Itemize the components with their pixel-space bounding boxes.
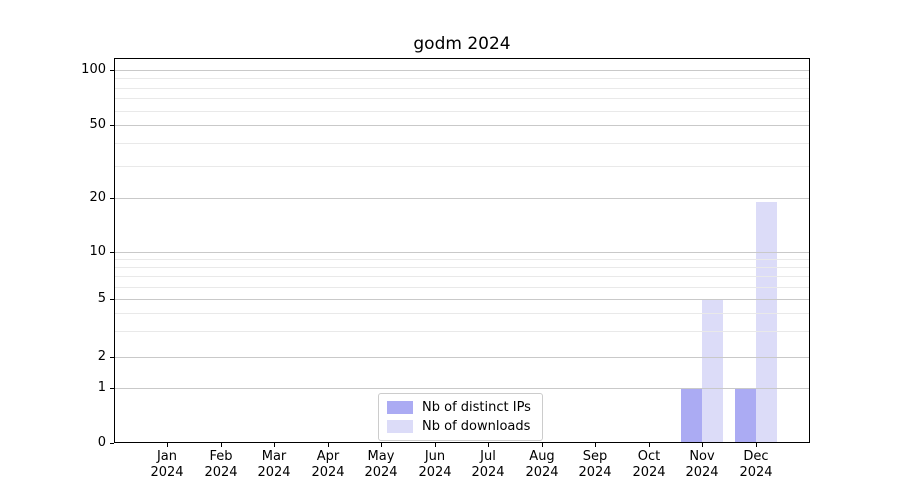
minor-gridline-3	[115, 331, 809, 332]
minor-gridline-40	[115, 143, 809, 144]
legend-row-distinct-ips: Nb of distinct IPs	[387, 399, 534, 416]
minor-gridline-9	[115, 259, 809, 260]
legend-swatch-downloads	[387, 420, 413, 433]
major-gridline-10	[115, 252, 809, 253]
major-gridline-1	[115, 388, 809, 389]
major-gridline-100	[115, 70, 809, 71]
x-tick-mark-sep	[595, 443, 596, 447]
y-tick-label-20: 20	[89, 190, 106, 205]
x-tick-label-sep: Sep 2024	[578, 449, 612, 480]
x-tick-mark-aug	[542, 443, 543, 447]
y-tick-mark-1	[110, 388, 114, 389]
x-tick-label-jun: Jun 2024	[418, 449, 452, 480]
minor-gridline-6	[115, 287, 809, 288]
x-tick-label-apr: Apr 2024	[311, 449, 345, 480]
minor-gridline-4	[115, 313, 809, 314]
y-tick-mark-20	[110, 198, 114, 199]
minor-gridline-80	[115, 88, 809, 89]
minor-gridline-30	[115, 166, 809, 167]
bar-downloads-nov	[702, 299, 723, 442]
x-tick-label-feb: Feb 2024	[204, 449, 238, 480]
x-tick-label-may: May 2024	[364, 449, 398, 480]
x-tick-label-mar: Mar 2024	[257, 449, 291, 480]
x-tick-label-dec: Dec 2024	[739, 449, 773, 480]
legend: Nb of distinct IPs Nb of downloads	[378, 393, 543, 441]
x-tick-mark-oct	[649, 443, 650, 447]
bar-downloads-dec	[755, 202, 777, 442]
x-tick-mark-may	[381, 443, 382, 447]
x-tick-mark-dec	[756, 443, 757, 447]
x-tick-mark-jul	[488, 443, 489, 447]
major-gridline-5	[115, 299, 809, 300]
y-tick-label-50: 50	[89, 117, 106, 132]
y-tick-mark-2	[110, 357, 114, 358]
y-tick-mark-10	[110, 252, 114, 253]
x-tick-label-jul: Jul 2024	[471, 449, 505, 480]
major-gridline-50	[115, 125, 809, 126]
minor-gridline-90	[115, 78, 809, 79]
major-gridline-20	[115, 198, 809, 199]
x-tick-mark-feb	[221, 443, 222, 447]
x-tick-mark-apr	[328, 443, 329, 447]
x-tick-label-nov: Nov 2024	[685, 449, 719, 480]
minor-gridline-60	[115, 111, 809, 112]
x-tick-mark-nov	[702, 443, 703, 447]
y-tick-label-1: 1	[97, 380, 106, 395]
bar-distinct-ips-dec	[734, 388, 756, 442]
x-tick-label-aug: Aug 2024	[525, 449, 559, 480]
y-tick-mark-5	[110, 299, 114, 300]
x-tick-label-jan: Jan 2024	[150, 449, 184, 480]
y-tick-label-5: 5	[97, 291, 106, 306]
y-tick-mark-50	[110, 125, 114, 126]
x-tick-label-oct: Oct 2024	[632, 449, 666, 480]
bar-distinct-ips-nov	[681, 388, 702, 442]
y-tick-mark-100	[110, 70, 114, 71]
minor-gridline-8	[115, 267, 809, 268]
legend-swatch-distinct-ips	[387, 401, 413, 414]
legend-row-downloads: Nb of downloads	[387, 418, 534, 435]
y-tick-label-0: 0	[97, 435, 106, 450]
y-tick-mark-0	[110, 443, 114, 444]
chart-title: godm 2024	[413, 34, 511, 54]
minor-gridline-70	[115, 98, 809, 99]
y-tick-label-2: 2	[97, 349, 106, 364]
legend-label-downloads: Nb of downloads	[422, 418, 531, 434]
legend-label-distinct-ips: Nb of distinct IPs	[422, 399, 531, 415]
x-tick-mark-jan	[167, 443, 168, 447]
y-tick-label-100: 100	[81, 62, 106, 77]
minor-gridline-7	[115, 276, 809, 277]
x-tick-mark-mar	[274, 443, 275, 447]
x-tick-mark-jun	[435, 443, 436, 447]
major-gridline-2	[115, 357, 809, 358]
y-tick-label-10: 10	[89, 244, 106, 259]
